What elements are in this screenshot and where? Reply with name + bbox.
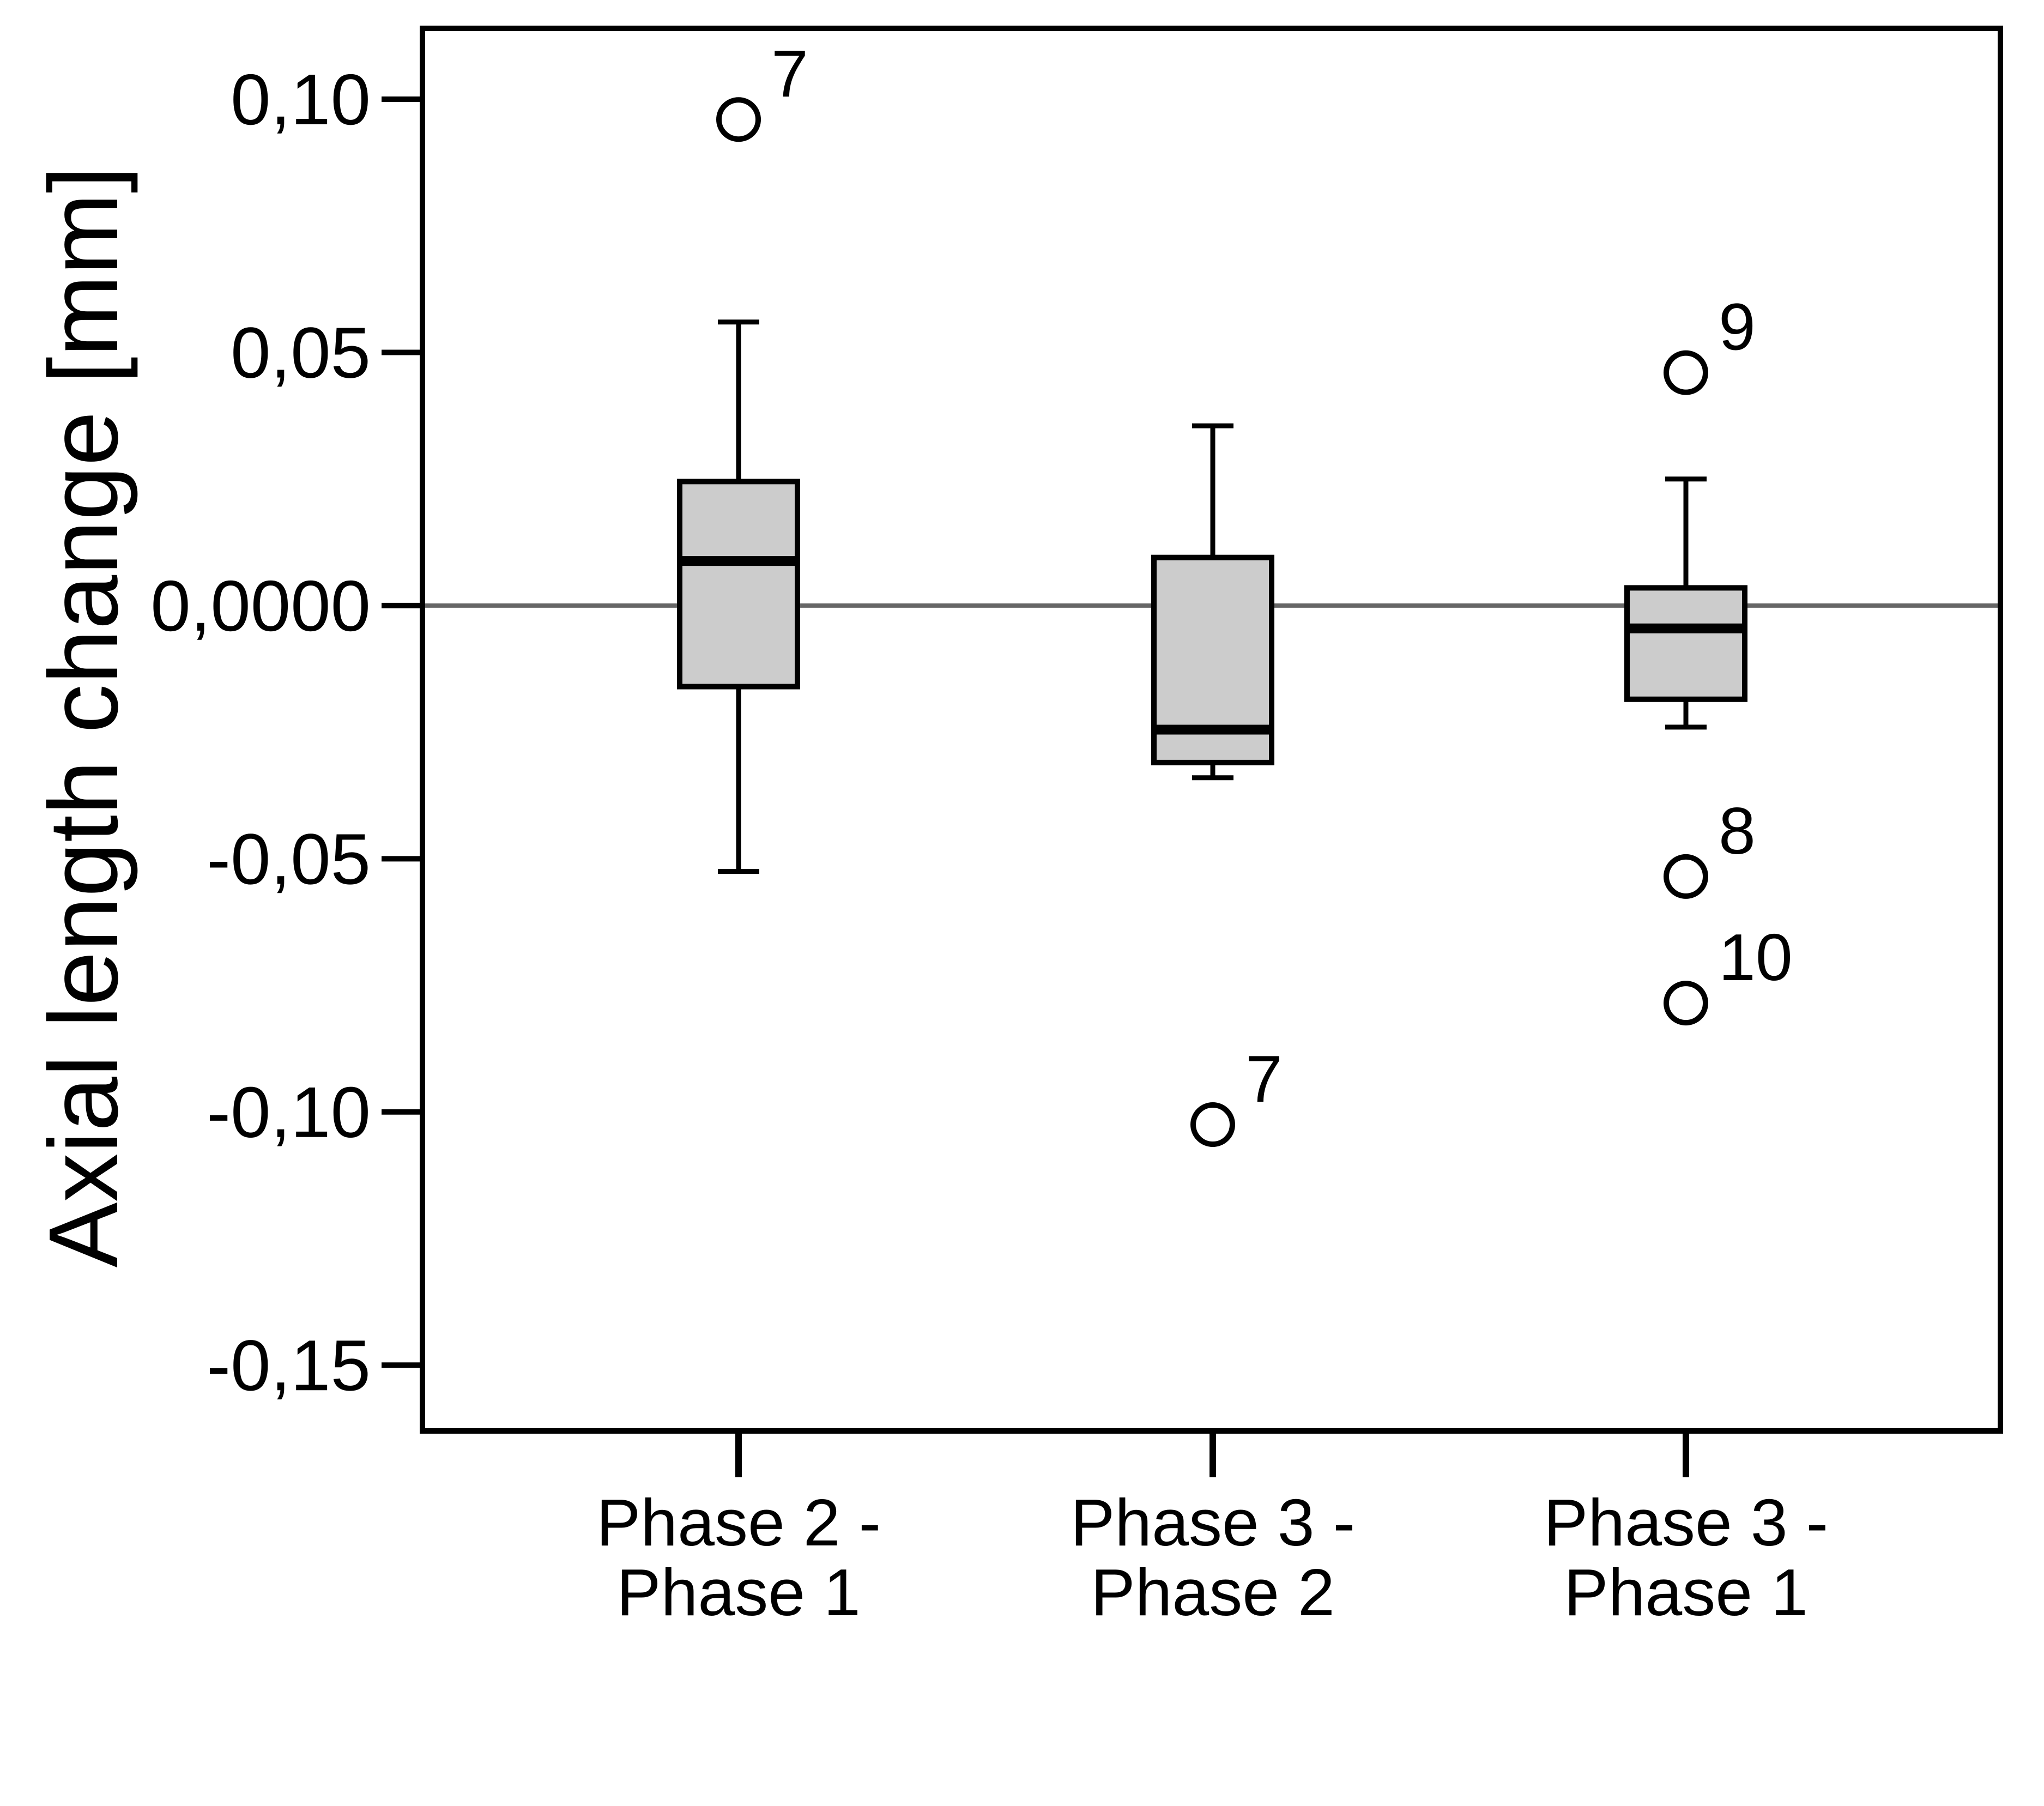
y-tick-label-5: -0,15 <box>207 1325 371 1405</box>
outlier-point-2-2 <box>1664 981 1708 1026</box>
y-tick-label-0: 0,10 <box>231 59 371 140</box>
outlier-label-2-1: 8 <box>1719 794 1756 868</box>
box-0 <box>677 479 800 690</box>
outlier-point-2-0 <box>1664 350 1708 395</box>
outlier-label-2-2: 10 <box>1719 920 1793 994</box>
y-tick-label-4: -0,10 <box>207 1072 371 1152</box>
outlier-point-0-0 <box>716 97 761 142</box>
y-tick-label-3: -0,05 <box>207 819 371 899</box>
plot-frame <box>420 26 2003 1434</box>
y-axis-label: Axial length change [mm] <box>29 166 138 1267</box>
x-category-label-2-line-1: Phase 1 <box>1564 1555 1808 1629</box>
outlier-label-1-0: 7 <box>1245 1042 1283 1116</box>
outlier-point-1-0 <box>1190 1102 1235 1147</box>
y-tick-label-1: 0,05 <box>231 312 371 392</box>
y-tick-label-2: 0,0000 <box>150 566 371 646</box>
box-2 <box>1624 585 1747 702</box>
x-category-label-1-line-1: Phase 2 <box>1091 1555 1335 1629</box>
outlier-point-2-1 <box>1664 854 1708 899</box>
x-category-label-0-line-0: Phase 2 - <box>596 1485 881 1560</box>
x-category-label-1-line-0: Phase 3 - <box>1071 1485 1355 1560</box>
x-category-label-0-line-1: Phase 1 <box>616 1555 861 1629</box>
outlier-label-0-0: 7 <box>771 37 808 111</box>
outlier-label-2-0: 9 <box>1719 290 1756 364</box>
x-category-label-2-line-0: Phase 3 - <box>1544 1485 1828 1560</box>
